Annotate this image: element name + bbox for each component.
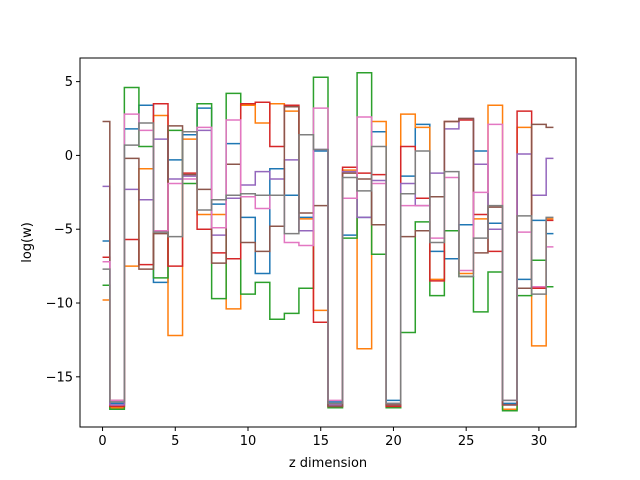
series-line-7	[102, 107, 554, 405]
y-tick-label: 5	[65, 75, 73, 90]
y-tick-label: −15	[46, 370, 73, 385]
x-tick-label: 25	[458, 434, 475, 449]
plot-frame	[79, 57, 577, 428]
series-layer	[102, 72, 554, 412]
y-tick-label: −10	[46, 297, 73, 312]
x-axis-label: z dimension	[289, 456, 367, 471]
x-tick-label: 5	[171, 434, 179, 449]
ticks-layer: 0 5 10 15 20 25 30 −15 −10 −5 0 5	[46, 75, 548, 449]
y-axis-label: log(w)	[20, 222, 35, 263]
x-tick-label: 30	[531, 434, 548, 449]
x-tick-label: 0	[98, 434, 106, 449]
x-tick-label: 20	[385, 434, 402, 449]
y-tick-label: 0	[65, 149, 73, 164]
x-tick-label: 15	[312, 434, 329, 449]
y-tick-label: −5	[54, 223, 73, 238]
series-line-8	[102, 122, 554, 405]
x-tick-label: 10	[240, 434, 257, 449]
